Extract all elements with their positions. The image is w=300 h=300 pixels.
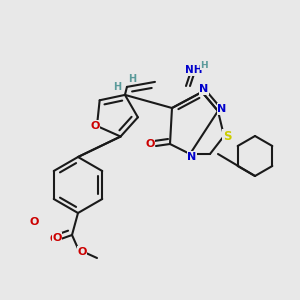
Text: H: H [128,74,136,84]
Text: O: O [90,121,100,131]
Text: S: S [223,130,231,142]
Text: O: O [77,247,87,257]
Text: NH: NH [185,65,203,75]
Text: H: H [200,61,208,70]
Text: O: O [49,234,59,244]
Text: O: O [145,139,155,149]
Text: O: O [29,217,39,227]
Text: N: N [188,152,196,162]
Text: N: N [218,104,226,114]
Text: H: H [113,82,121,92]
Text: N: N [200,84,208,94]
Text: O: O [52,233,62,243]
